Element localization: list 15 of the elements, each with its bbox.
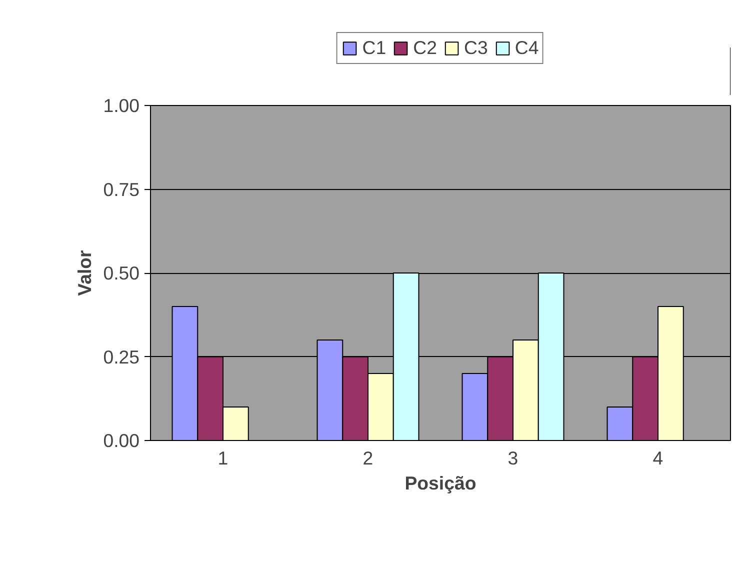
legend-label: C1 (362, 36, 386, 58)
legend-label: C2 (413, 36, 437, 58)
y-tick-label: 0.00 (103, 430, 140, 451)
y-tick-label: 0.75 (103, 178, 140, 200)
y-tick-label: 0.50 (103, 262, 140, 284)
y-tick-label: 0.25 (103, 346, 140, 368)
x-tick-label: 4 (652, 448, 664, 468)
y-axis-title: Valor (74, 250, 96, 296)
y-tick-label: 1.00 (103, 95, 140, 116)
x-tick-label: 3 (508, 448, 518, 468)
x-tick-label: 2 (362, 448, 374, 468)
x-tick-label: 1 (218, 448, 228, 468)
x-axis-title: Posição (404, 472, 476, 494)
legend-label: C3 (464, 36, 488, 58)
legend-label: C4 (514, 36, 539, 58)
